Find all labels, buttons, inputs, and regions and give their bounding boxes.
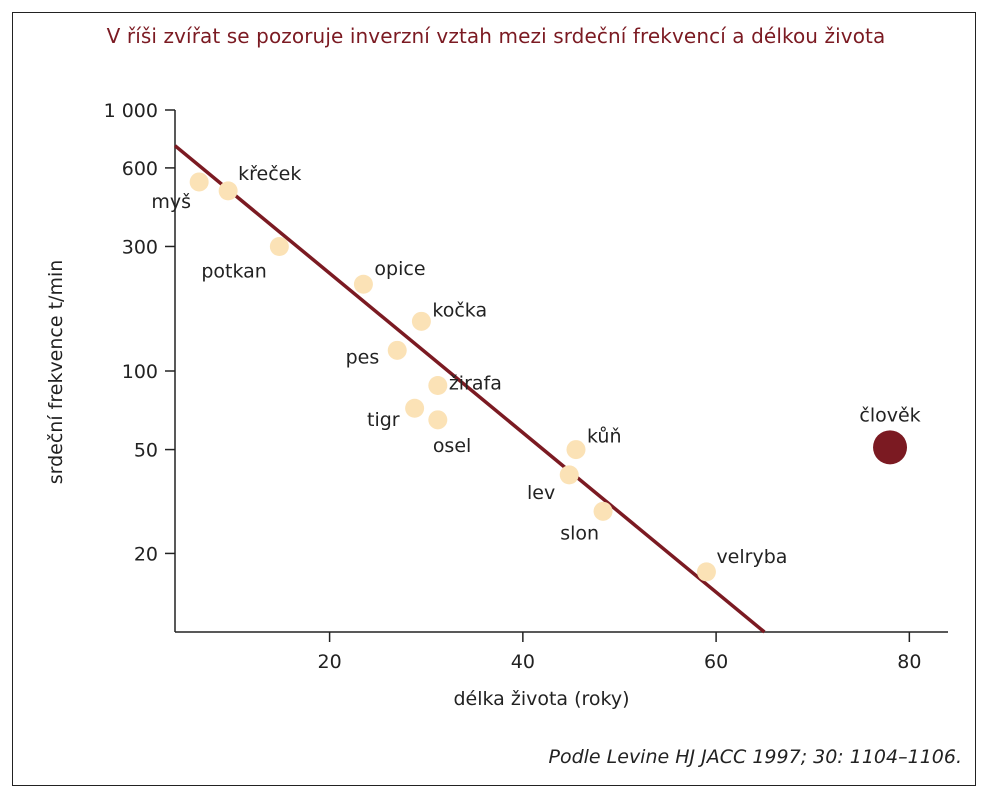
data-point-pes bbox=[387, 340, 407, 360]
point-label-krecek: křeček bbox=[238, 163, 301, 185]
x-tick-label: 20 bbox=[318, 651, 342, 673]
data-point-kun bbox=[566, 440, 586, 460]
data-point-lev bbox=[559, 465, 579, 485]
chart-title: V říši zvířat se pozoruje inverzní vztah… bbox=[106, 24, 886, 48]
data-point-clovek bbox=[873, 430, 908, 465]
data-point-tigr bbox=[405, 398, 425, 418]
point-label-lev: lev bbox=[527, 482, 555, 504]
point-label-osel: osel bbox=[433, 435, 472, 457]
point-label-clovek: člověk bbox=[859, 404, 920, 426]
x-tick-label: 80 bbox=[897, 651, 921, 673]
data-point-zirafa bbox=[428, 375, 448, 395]
point-label-zirafa: žirafa bbox=[449, 372, 502, 394]
source-note: Podle Levine HJ JACC 1997; 30: 1104–1106… bbox=[548, 746, 962, 768]
point-label-kun: kůň bbox=[587, 426, 622, 448]
data-point-potkan bbox=[269, 236, 289, 256]
point-label-mys: myš bbox=[151, 191, 191, 213]
data-point-opice bbox=[353, 274, 373, 294]
y-tick-label: 1 000 bbox=[104, 100, 158, 122]
data-point-mys bbox=[189, 172, 209, 192]
chart-frame bbox=[12, 12, 976, 786]
point-label-kocka: kočka bbox=[432, 299, 487, 321]
y-tick-label: 20 bbox=[134, 543, 158, 565]
x-axis-label: délka života (roky) bbox=[453, 688, 629, 710]
point-label-potkan: potkan bbox=[201, 260, 266, 282]
point-label-velryba: velryba bbox=[716, 546, 787, 568]
point-label-opice: opice bbox=[374, 258, 425, 280]
y-tick-label: 300 bbox=[122, 236, 158, 258]
data-point-velryba bbox=[696, 562, 716, 582]
data-point-kocka bbox=[411, 311, 431, 331]
data-point-krecek bbox=[218, 181, 238, 201]
point-label-pes: pes bbox=[346, 346, 380, 368]
y-axis-label: srdeční frekvence t/min bbox=[45, 260, 67, 485]
y-tick-label: 100 bbox=[122, 361, 158, 383]
data-point-osel bbox=[428, 410, 448, 430]
point-label-slon: slon bbox=[560, 522, 599, 544]
data-point-slon bbox=[593, 501, 613, 521]
y-tick-label: 600 bbox=[122, 158, 158, 180]
x-tick-label: 40 bbox=[511, 651, 535, 673]
point-label-tigr: tigr bbox=[367, 409, 400, 431]
trend-line bbox=[173, 144, 766, 634]
y-tick-label: 50 bbox=[134, 440, 158, 462]
x-tick-label: 60 bbox=[704, 651, 728, 673]
